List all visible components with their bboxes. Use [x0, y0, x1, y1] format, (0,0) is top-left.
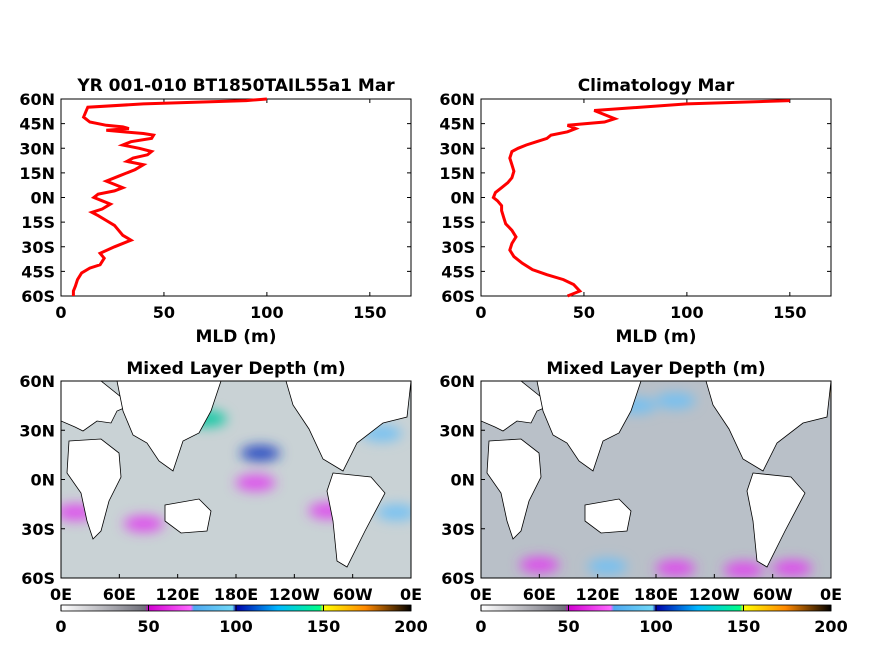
map1-continents: [61, 381, 411, 568]
ytick-label: 30S: [441, 520, 475, 539]
ytick-label: 15S: [441, 213, 475, 232]
xtick-label: 150: [773, 303, 806, 322]
xtick-label: 60E: [103, 585, 136, 604]
xtick-label: 0E: [470, 585, 492, 604]
ytick-label: 30N: [19, 139, 55, 158]
colorbar-tick-label: 100: [219, 617, 252, 636]
ytick-label: 30S: [441, 238, 475, 257]
mld-blob: [772, 560, 813, 577]
xtick-label: 150: [353, 303, 386, 322]
map1-colorbar-ticks: 0 50 100 150 200: [55, 605, 428, 636]
map2-yticks: 60N 30N 0N 30S 60S: [439, 372, 485, 588]
xtick-label: 0: [55, 303, 66, 322]
xtick-label: 180E: [634, 585, 678, 604]
ytick-label: 0N: [30, 189, 55, 208]
ytick-label: 45S: [441, 262, 475, 281]
mld-blob: [123, 515, 164, 532]
colorbar-tick-label: 50: [137, 617, 159, 636]
ytick-label: 60N: [19, 372, 55, 391]
colorbar-tick-label: 150: [727, 617, 760, 636]
map1-title: Mixed Layer Depth (m): [126, 359, 345, 379]
map2-colorbar-ticks: 0 50 100 150 200: [475, 605, 848, 636]
ytick-label: 30S: [21, 520, 55, 539]
colorbar-tick-label: 100: [639, 617, 672, 636]
xtick-label: 50: [573, 303, 595, 322]
panel1-xticks: 0 50 100 150: [55, 99, 387, 322]
ytick-label: 60S: [441, 287, 475, 306]
xtick-label: 180E: [214, 585, 258, 604]
mld-blob: [587, 558, 628, 575]
colorbar-tick-label: 0: [55, 617, 66, 636]
ytick-label: 0N: [450, 471, 475, 490]
panel2-axes: [480, 98, 832, 297]
ytick-label: 60S: [21, 569, 55, 588]
ytick-label: 60S: [21, 287, 55, 306]
ytick-label: 30N: [439, 139, 475, 158]
xtick-label: 0E: [400, 585, 422, 604]
mld-blob: [235, 474, 276, 491]
xtick-label: 0E: [50, 585, 72, 604]
panel1-xlabel: MLD (m): [195, 327, 276, 347]
panel2-mld-line: [491, 99, 790, 298]
panel2-xlabel: MLD (m): [615, 327, 696, 347]
colorbar-tick-label: 50: [557, 617, 579, 636]
xtick-label: 100: [670, 303, 703, 322]
panel2-xticks: 0 50 100 150: [475, 99, 807, 322]
line-panel-2: Climatology Mar 60N45N30N15N0N15S30S45S6…: [439, 76, 832, 347]
xtick-label: 50: [153, 303, 175, 322]
map2-xticks: 0E 60E 120E 180E 120W 60W 0E: [470, 574, 842, 604]
ytick-label: 0N: [450, 189, 475, 208]
line-panel-1: YR 001-010 BT1850TAIL55a1 Mar 60N 45N 30N 1…: [19, 76, 412, 347]
mld-blob: [240, 445, 281, 462]
mld-blob: [519, 556, 560, 573]
ytick-label: 15N: [19, 164, 55, 183]
xtick-label: 0E: [820, 585, 842, 604]
xtick-label: 120E: [576, 585, 620, 604]
ytick-label: 45S: [21, 262, 55, 281]
mld-blob: [655, 392, 696, 409]
map1-yticks: 60N 30N 0N 30S 60S: [19, 372, 65, 588]
colorbar-tick-label: 200: [814, 617, 847, 636]
xtick-label: 60W: [333, 585, 373, 604]
panel1-yticks: 60N 45N 30N 15N 0N 15S 30S 45S 60S: [19, 90, 411, 306]
mld-blob: [655, 560, 696, 577]
mld-blob: [376, 504, 411, 521]
ytick-label: 45N: [19, 115, 55, 134]
panel1-title: YR 001-010 BT1850TAIL55a1 Mar: [76, 76, 395, 96]
xtick-label: 120W: [689, 585, 740, 604]
ytick-label: 15S: [21, 213, 55, 232]
xtick-label: 60W: [753, 585, 793, 604]
colorbar-tick-label: 200: [394, 617, 427, 636]
colorbar-tick-label: 0: [475, 617, 486, 636]
ytick-label: 60S: [441, 569, 475, 588]
panel2-yticks: 60N 45N 30N 15N 0N 15S 30S 45S 60S: [439, 90, 831, 306]
ytick-label: 30N: [439, 421, 475, 440]
map1-xticks: 0E 60E 120E 180E 120W 60W 0E: [50, 574, 422, 604]
ytick-label: 0N: [30, 471, 55, 490]
xtick-label: 100: [250, 303, 283, 322]
ytick-label: 60N: [439, 90, 475, 109]
colorbar-tick-label: 150: [307, 617, 340, 636]
xtick-label: 60E: [523, 585, 556, 604]
xtick-label: 120E: [156, 585, 200, 604]
xtick-label: 0: [475, 303, 486, 322]
ytick-label: 30S: [21, 238, 55, 257]
panel1-mld-line: [71, 97, 268, 296]
mld-blob: [723, 561, 764, 578]
panel2-title: Climatology Mar: [578, 76, 735, 96]
ytick-label: 30N: [19, 421, 55, 440]
map2-continents: [481, 381, 831, 568]
ytick-label: 45N: [439, 115, 475, 134]
ytick-label: 60N: [19, 90, 55, 109]
ytick-label: 15N: [439, 164, 475, 183]
map2-title: Mixed Layer Depth (m): [546, 359, 765, 379]
xtick-label: 120W: [269, 585, 320, 604]
ytick-label: 60N: [439, 372, 475, 391]
